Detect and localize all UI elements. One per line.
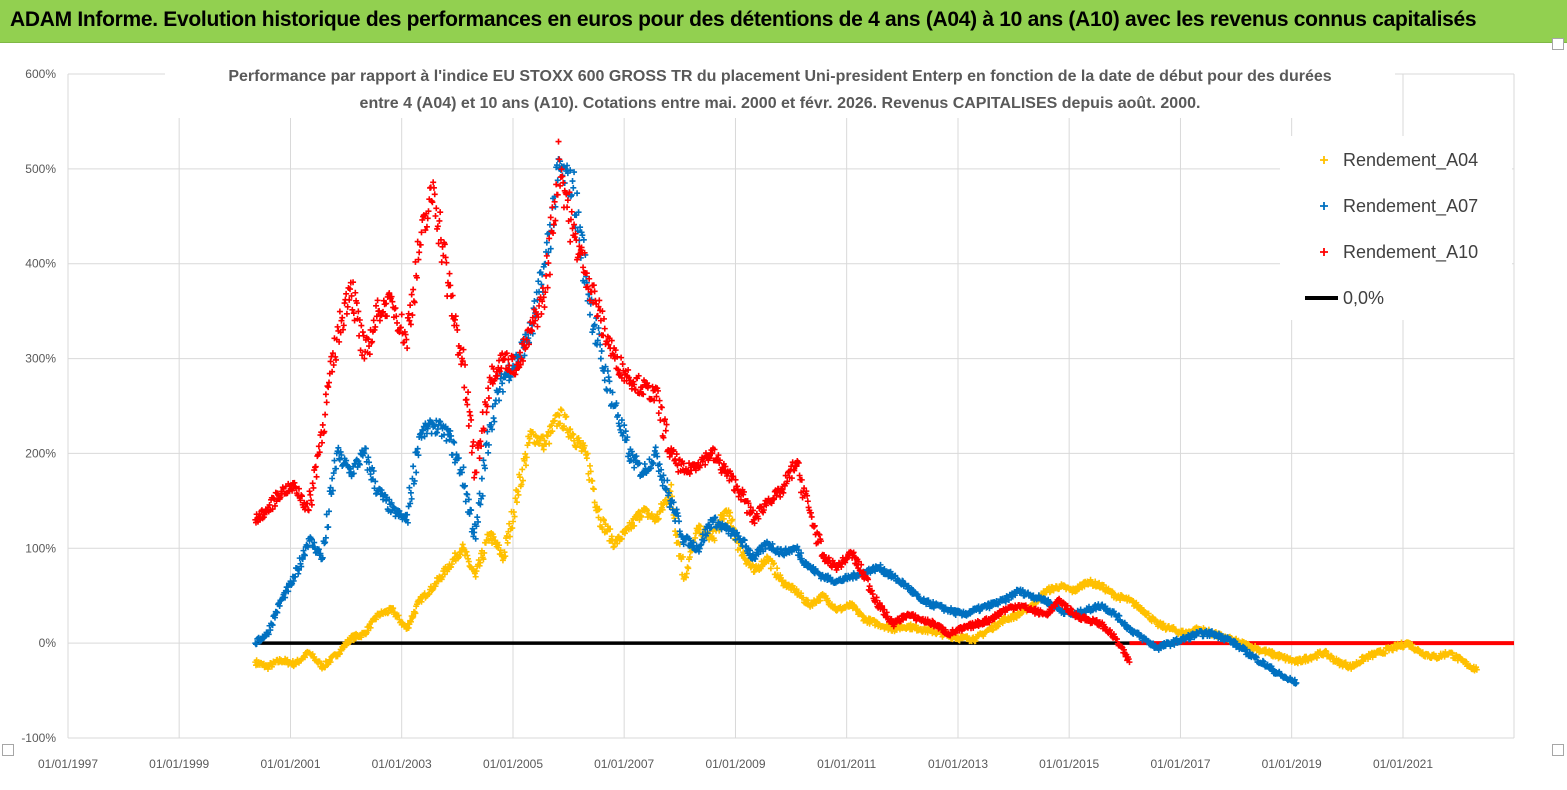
legend-marker — [1320, 202, 1328, 210]
legend-label: Rendement_A10 — [1343, 242, 1478, 263]
y-tick-label: 200% — [25, 446, 56, 460]
chart-title-line-2: entre 4 (A04) et 10 ans (A10). Cotations… — [360, 95, 1201, 112]
legend-label: Rendement_A07 — [1343, 196, 1478, 217]
y-tick-label: 300% — [25, 352, 56, 366]
x-tick-label: 01/01/2007 — [594, 757, 654, 771]
grid-layer — [67, 73, 1515, 739]
resize-handle-top-right[interactable] — [1552, 38, 1564, 50]
x-tick-label: 01/01/2001 — [260, 757, 320, 771]
series-Rendement_A07 — [252, 155, 1300, 687]
banner-title: ADAM Informe. Evolution historique des p… — [10, 8, 1477, 31]
y-tick-label: 600% — [25, 67, 56, 81]
x-tick-label: 01/01/2015 — [1039, 757, 1099, 771]
series-points — [252, 406, 1480, 674]
y-tick-label: 500% — [25, 162, 56, 176]
series-Rendement_A10 — [252, 138, 1133, 666]
series-points — [252, 155, 1300, 687]
x-tick-label: 01/01/2003 — [372, 757, 432, 771]
axis-layer: -100% 0% 100% 200% 300% 400% 500% 600% 01/01/199… — [21, 67, 1433, 771]
x-tick-label: 01/01/1999 — [149, 757, 209, 771]
y-tick-label: -100% — [21, 731, 56, 745]
y-tick-label: 0% — [39, 636, 57, 650]
points-layer — [252, 138, 1480, 687]
legend-label: 0,0% — [1343, 288, 1384, 308]
legend-label: Rendement_A04 — [1343, 150, 1478, 171]
chart-title-background — [165, 62, 1395, 118]
resize-handle-bottom-right[interactable] — [1552, 744, 1564, 756]
chart-title-line-1: Performance par rapport à l'indice EU ST… — [228, 68, 1331, 85]
chart: -100% 0% 100% 200% 300% 400% 500% 600% 01/01/199… — [21, 62, 1515, 771]
x-tick-label: 01/01/2021 — [1373, 757, 1433, 771]
legend-box — [1280, 136, 1512, 320]
resize-handle-bottom-left[interactable] — [2, 744, 14, 756]
banner: ADAM Informe. Evolution historique des p… — [0, 0, 1567, 43]
x-tick-label: 01/01/2005 — [483, 757, 543, 771]
x-tick-label: 01/01/2017 — [1150, 757, 1210, 771]
x-tick-label: 01/01/2019 — [1262, 757, 1322, 771]
y-tick-label: 400% — [25, 257, 56, 271]
legend: Rendement_A04 Rendement_A07 Rendement_A10 0… — [1280, 136, 1512, 320]
x-tick-label: 01/01/2009 — [705, 757, 765, 771]
legend-marker — [1320, 248, 1328, 256]
y-tick-label: 100% — [25, 541, 56, 555]
x-tick-label: 01/01/1997 — [38, 757, 98, 771]
x-tick-label: 01/01/2011 — [817, 757, 876, 771]
x-tick-label: 01/01/2013 — [928, 757, 988, 771]
legend-marker — [1320, 156, 1328, 164]
series-Rendement_A04 — [252, 406, 1480, 674]
series-points — [252, 138, 1133, 666]
